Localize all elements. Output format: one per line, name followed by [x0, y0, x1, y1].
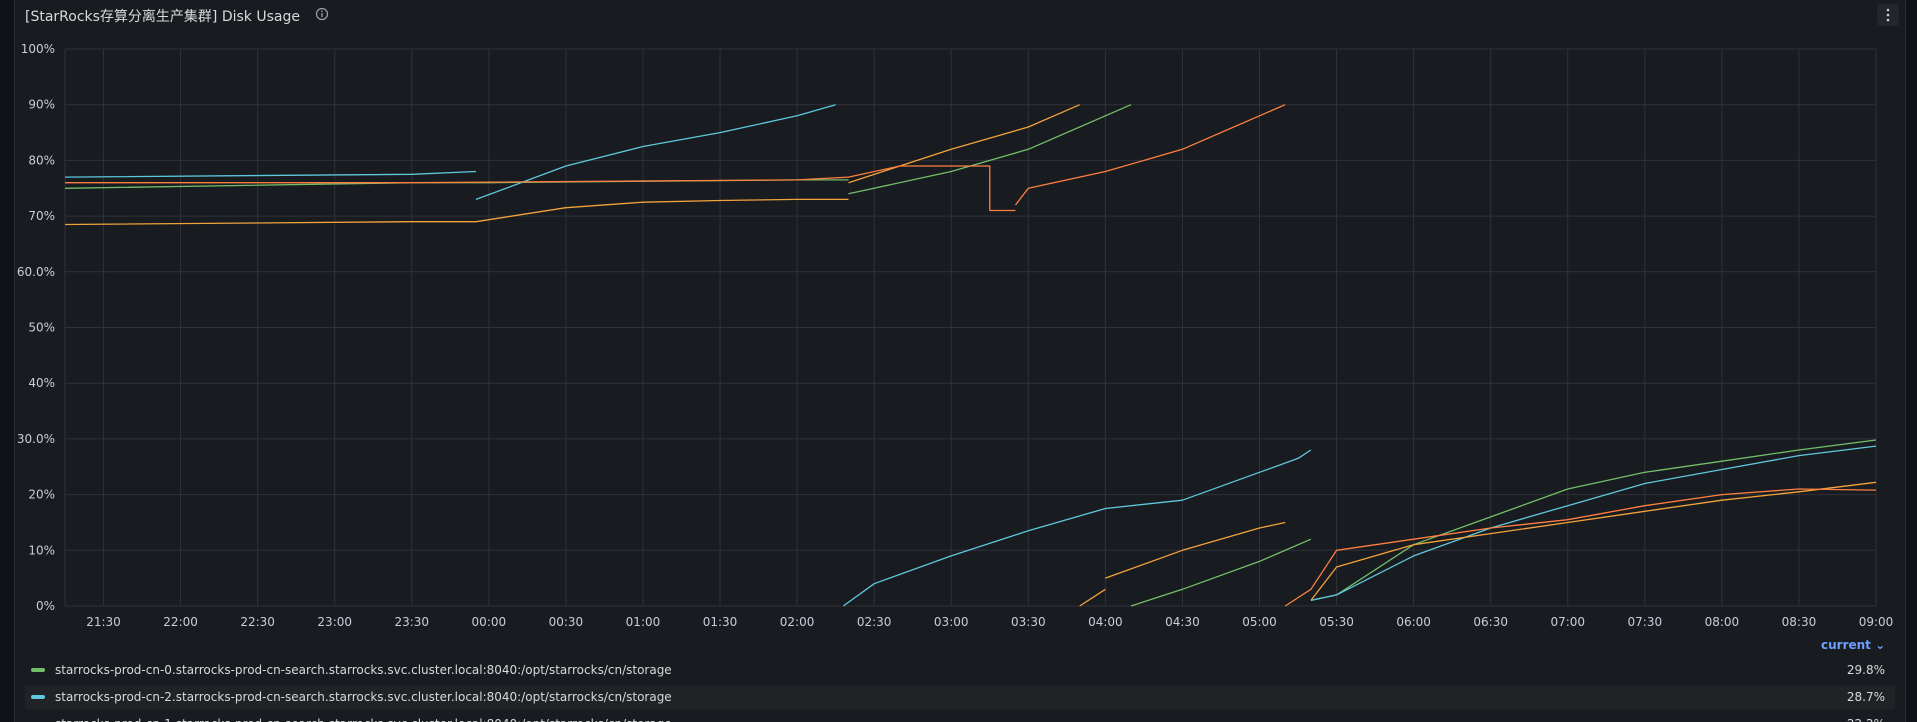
x-tick-label: 07:30 — [1628, 615, 1663, 629]
x-tick-label: 23:00 — [317, 615, 352, 629]
x-tick-label: 21:30 — [86, 615, 121, 629]
x-tick-label: 23:30 — [394, 615, 429, 629]
series-line-2 — [848, 104, 1080, 184]
chevron-down-icon: ⌄ — [1875, 638, 1886, 652]
series-line-1 — [64, 170, 477, 178]
series-line-3 — [1014, 104, 1286, 206]
series-line-2 — [1310, 481, 1877, 601]
x-tick-label: 01:00 — [626, 615, 661, 629]
series-line-1 — [475, 104, 836, 201]
x-tick-label: 08:30 — [1782, 615, 1817, 629]
legend-series-name: starrocks-prod-cn-1.starrocks-prod-cn-se… — [55, 717, 1805, 722]
x-tick-label: 06:30 — [1473, 615, 1508, 629]
info-circle-icon[interactable] — [315, 7, 329, 21]
x-tick-label: 22:00 — [163, 615, 198, 629]
y-tick-label: 50% — [28, 321, 55, 335]
x-tick-label: 07:00 — [1550, 615, 1585, 629]
series-line-0 — [1310, 439, 1877, 602]
series-line-3 — [1284, 488, 1877, 607]
series-line-3 — [65, 165, 1016, 212]
series-line-1 — [1310, 445, 1877, 602]
legend-item[interactable]: starrocks-prod-cn-2.starrocks-prod-cn-se… — [25, 685, 1895, 709]
series-line-1 — [842, 449, 1312, 607]
y-tick-label: 70% — [28, 209, 55, 223]
series-line-2 — [475, 198, 849, 223]
legend-series-name: starrocks-prod-cn-0.starrocks-prod-cn-se… — [55, 663, 672, 677]
x-tick-label: 02:30 — [857, 615, 892, 629]
legend-swatch — [31, 668, 45, 672]
y-tick-label: 40% — [28, 376, 55, 390]
legend-current-value: 22.2% — [1805, 717, 1895, 722]
disk-usage-panel: [StarRocks存算分离生产集群] Disk Usage 0% 10% 20% 3… — [14, 0, 1906, 722]
y-tick-label: 80% — [28, 153, 55, 167]
x-tick-label: 00:30 — [549, 615, 584, 629]
series-line-2 — [1105, 521, 1286, 579]
series-line-0 — [1130, 538, 1312, 607]
legend-swatch — [31, 695, 45, 699]
y-tick-label: 90% — [28, 98, 55, 112]
panel-title: [StarRocks存算分离生产集群] Disk Usage — [25, 9, 300, 25]
x-tick-label: 22:30 — [240, 615, 275, 629]
legend-series-name: starrocks-prod-cn-2.starrocks-prod-cn-se… — [55, 690, 672, 704]
x-tick-label: 05:30 — [1319, 615, 1354, 629]
x-tick-label: 04:00 — [1088, 615, 1123, 629]
legend-item[interactable]: starrocks-prod-cn-1.starrocks-prod-cn-se… — [25, 712, 1895, 722]
x-tick-label: 09:00 — [1859, 615, 1894, 629]
legend-sort-button[interactable]: current ⌄ — [1821, 638, 1886, 652]
series-line-2 — [1079, 588, 1106, 607]
x-tick-label: 03:00 — [934, 615, 969, 629]
y-tick-label: 0% — [36, 599, 55, 613]
x-tick-label: 01:30 — [703, 615, 738, 629]
x-tick-label: 03:30 — [1011, 615, 1046, 629]
legend-current-value: 28.7% — [1846, 690, 1885, 704]
legend-current-value: 29.8% — [1846, 663, 1885, 677]
y-tick-label: 30.0% — [17, 432, 55, 446]
disk-usage-chart[interactable]: 0% 10% 20% 30.0% 40% 50% 60.0% 70% 80% 90% 100% 21:… — [15, 0, 1905, 630]
y-tick-label: 100% — [21, 42, 55, 56]
x-tick-label: 05:00 — [1242, 615, 1277, 629]
x-tick-label: 04:30 — [1165, 615, 1200, 629]
y-tick-label: 60.0% — [17, 265, 55, 279]
y-tick-label: 20% — [28, 488, 55, 502]
legend-item[interactable]: starrocks-prod-cn-0.starrocks-prod-cn-se… — [25, 658, 1895, 682]
vertical-ellipsis-icon[interactable] — [1877, 4, 1899, 26]
x-tick-label: 08:00 — [1705, 615, 1740, 629]
series-line-0 — [848, 104, 1132, 195]
series-line-0 — [64, 179, 849, 189]
x-tick-label: 02:00 — [780, 615, 815, 629]
y-tick-label: 10% — [28, 543, 55, 557]
x-tick-label: 00:00 — [472, 615, 507, 629]
x-tick-label: 06:00 — [1396, 615, 1431, 629]
series-line-2 — [64, 221, 476, 226]
